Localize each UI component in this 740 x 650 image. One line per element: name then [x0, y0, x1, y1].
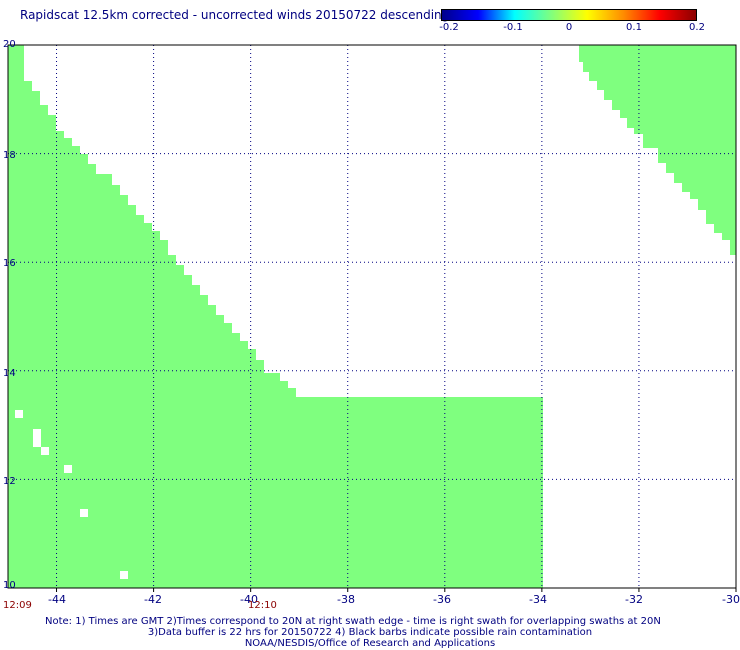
missing-data-cell	[33, 429, 41, 447]
color-scale-bar	[441, 9, 697, 21]
lon-label-36: -36	[433, 593, 451, 606]
lon-label-40: -40	[240, 593, 258, 606]
right-swath	[579, 45, 736, 255]
time-label-left: 12:09	[3, 600, 32, 611]
lon-label-38: -38	[337, 593, 355, 606]
colorbar-label-low: -0.1	[503, 22, 523, 33]
lon-label-34: -34	[529, 593, 547, 606]
lat-label-10: 10	[3, 580, 16, 591]
lon-label-32: -32	[625, 593, 643, 606]
lat-label-16: 16	[3, 258, 16, 269]
colorbar-label-max: 0.2	[689, 22, 705, 33]
lon-label-44: -44	[48, 593, 66, 606]
colorbar-label-high: 0.1	[626, 22, 642, 33]
missing-data-cell	[41, 447, 49, 455]
left-swath	[8, 45, 543, 588]
missing-data-cell	[120, 571, 128, 579]
colorbar-label-min: -0.2	[439, 22, 459, 33]
page-title: Rapidscat 12.5km corrected - uncorrected…	[20, 8, 450, 22]
missing-data-cell	[64, 465, 72, 473]
missing-data-cell	[15, 410, 23, 418]
lon-label-42: -42	[144, 593, 162, 606]
lat-label-18: 18	[3, 150, 16, 161]
lat-label-12: 12	[3, 476, 16, 487]
missing-data-cell	[80, 509, 88, 517]
footnote-line-2: 3)Data buffer is 22 hrs for 20150722 4) …	[147, 627, 593, 638]
lat-label-14: 14	[3, 368, 16, 379]
map-frame	[7, 44, 737, 589]
time-label-mid: 12:10	[248, 600, 277, 611]
footnote-line-3: NOAA/NESDIS/Office of Research and Appli…	[244, 638, 496, 649]
footnote-line-1: Note: 1) Times are GMT 2)Times correspon…	[45, 616, 661, 627]
colorbar-label-zero: 0	[565, 22, 573, 33]
lat-label-20: 20	[3, 39, 16, 50]
lon-label-30: -30	[722, 593, 740, 606]
